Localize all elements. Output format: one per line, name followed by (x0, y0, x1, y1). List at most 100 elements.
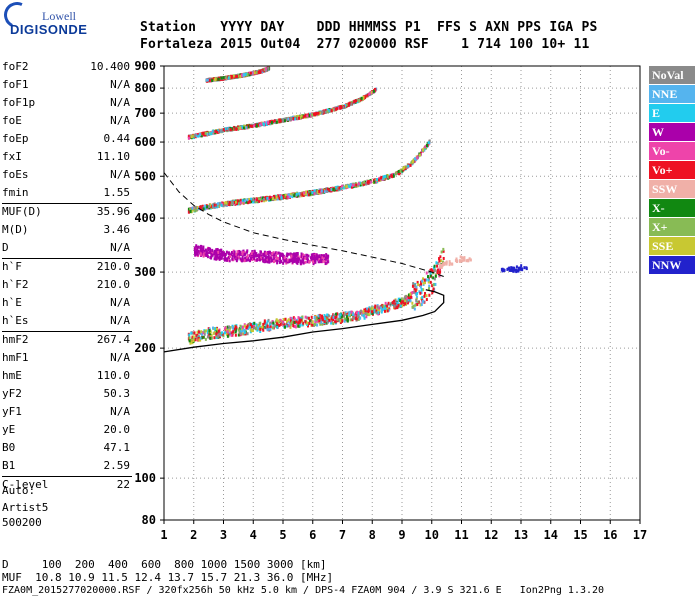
echo-point (206, 132, 209, 136)
echo-point (282, 317, 285, 321)
echo-point (399, 304, 402, 308)
echo-point (231, 257, 234, 261)
echo-point (269, 198, 272, 202)
echo-point (212, 203, 215, 207)
echo-point (436, 268, 439, 272)
echo-point (278, 256, 281, 260)
echo-point (246, 73, 249, 77)
echo-point (192, 339, 195, 343)
echo-point (366, 93, 369, 97)
x-tick-label: 10 (425, 528, 439, 542)
echo-point (296, 194, 299, 198)
echo-point (422, 148, 425, 152)
echo-point (249, 259, 252, 263)
echo-point (422, 277, 425, 281)
echo-point (263, 68, 266, 72)
echo-point (194, 251, 197, 255)
echo-point (291, 260, 294, 264)
echo-point (306, 260, 309, 264)
param-row: h`Es N/A (2, 313, 132, 331)
x-tick-label: 14 (544, 528, 558, 542)
echo-point (285, 193, 288, 197)
echo-point (423, 281, 426, 285)
echo-point (456, 260, 459, 264)
echo-point (218, 333, 221, 337)
echo-point (305, 257, 308, 261)
echo-point (219, 252, 222, 256)
echo-point (401, 300, 404, 304)
echo-point (326, 313, 329, 317)
echo-point (258, 258, 261, 262)
echo-point (296, 252, 299, 256)
echo-point (204, 204, 207, 208)
echo-point (258, 254, 261, 258)
echo-point (269, 120, 272, 124)
echo-point (410, 292, 413, 296)
echo-point (519, 266, 522, 270)
legend-item: Vo+ (649, 161, 695, 179)
echo-point (300, 318, 303, 322)
echo-point (416, 303, 419, 307)
echo-point (242, 126, 245, 130)
echo-point (420, 303, 423, 307)
param-value: N/A (110, 405, 130, 418)
echo-point (302, 193, 305, 197)
echo-point (285, 259, 288, 263)
echo-point (253, 124, 256, 128)
echo-point (384, 174, 387, 178)
echo-point (280, 319, 283, 323)
echo-point (215, 335, 218, 339)
echo-point (405, 165, 408, 169)
echo-point (435, 261, 438, 265)
echo-point (204, 248, 207, 252)
echo-point (303, 191, 306, 195)
echo-point (229, 254, 232, 258)
echo-point (209, 256, 212, 260)
echo-point (236, 74, 239, 78)
echo-point (295, 194, 298, 198)
echo-point (406, 301, 409, 305)
echo-point (390, 174, 393, 178)
echo-point (350, 102, 353, 106)
echo-point (467, 258, 470, 262)
echo-point (437, 270, 440, 274)
echo-point (217, 77, 220, 81)
echo-point (416, 301, 419, 305)
echo-point (260, 122, 263, 126)
echo-point (347, 102, 350, 106)
echo-point (264, 252, 267, 256)
echo-point (407, 297, 410, 301)
echo-point (235, 200, 238, 204)
echo-point (360, 182, 363, 186)
echo-point (511, 266, 514, 270)
logo-lowell: Lowell (42, 9, 76, 23)
echo-point (262, 253, 265, 257)
echo-point (257, 255, 260, 259)
param-name: D (2, 241, 9, 254)
echo-point (231, 251, 234, 255)
echo-point (372, 89, 375, 93)
echo-point (409, 295, 412, 299)
echo-point (419, 303, 422, 307)
echo-point (235, 127, 238, 131)
echo-point (432, 266, 435, 270)
echo-point (210, 252, 213, 256)
echo-point (383, 307, 386, 311)
echo-point (290, 317, 293, 321)
echo-point (439, 270, 442, 274)
x-tick-label: 2 (190, 528, 197, 542)
x-tick-label: 7 (339, 528, 346, 542)
echo-point (230, 253, 233, 257)
echo-point (309, 112, 312, 116)
echo-point (321, 111, 324, 115)
echo-point (299, 116, 302, 120)
echo-point (310, 113, 313, 117)
echo-point (277, 319, 280, 323)
echo-point (221, 253, 224, 257)
echo-point (241, 126, 244, 130)
echo-point (197, 245, 200, 249)
echo-point (246, 250, 249, 254)
echo-point (359, 316, 362, 320)
echo-point (200, 336, 203, 340)
param-name: yF2 (2, 387, 22, 400)
